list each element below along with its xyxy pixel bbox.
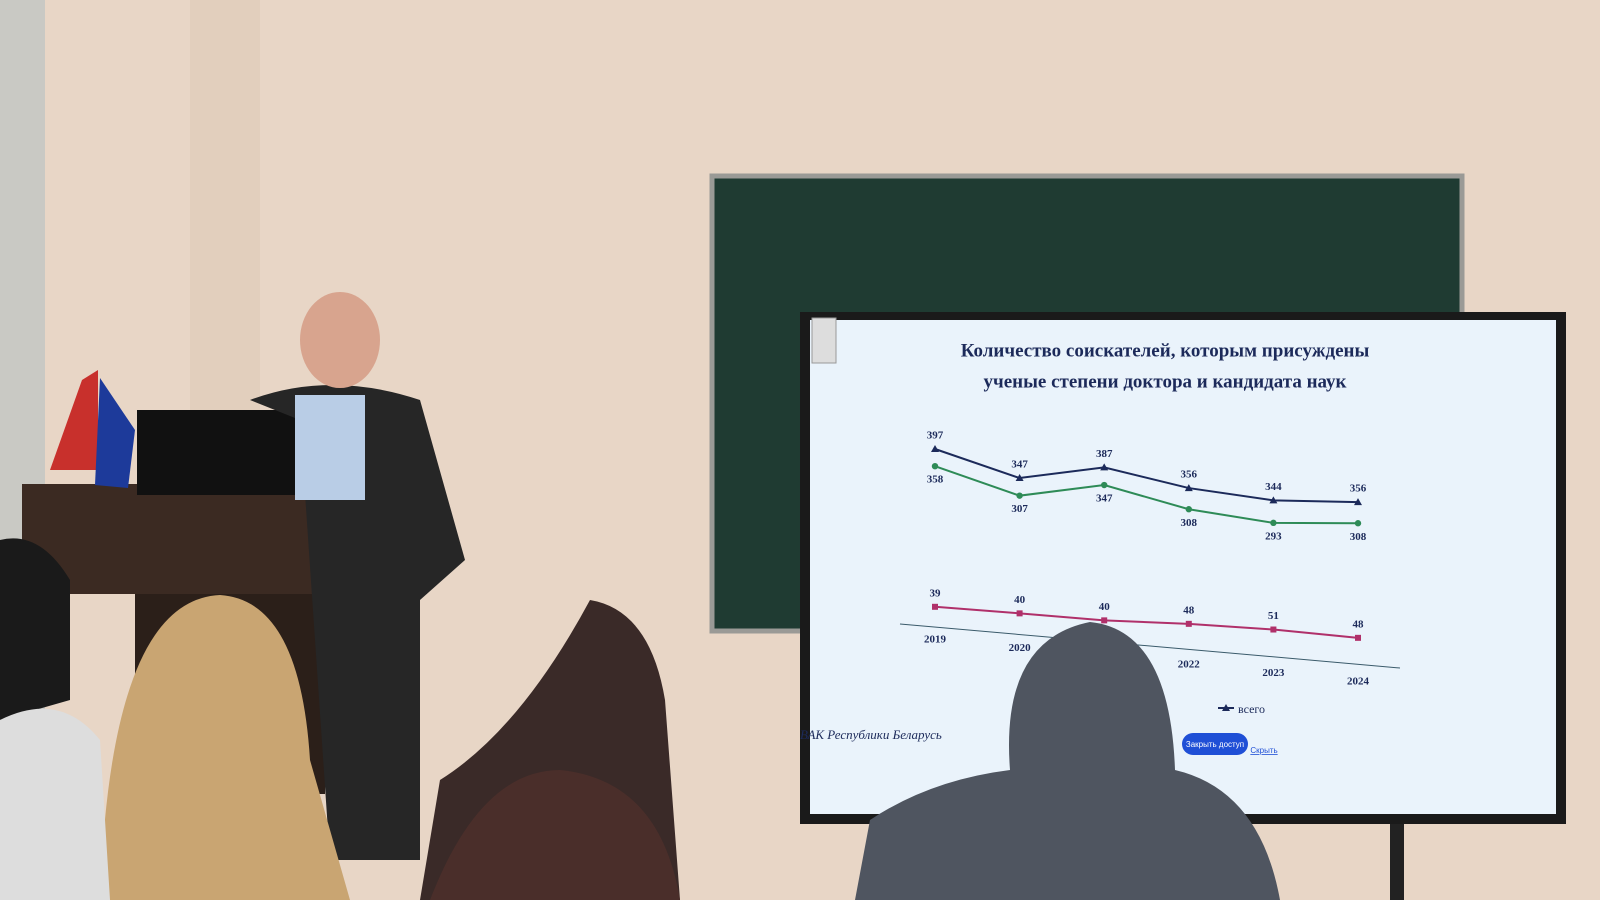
audience bbox=[0, 708, 110, 900]
speaker-head bbox=[300, 292, 380, 388]
hide-link[interactable]: Скрыть bbox=[1250, 746, 1277, 755]
marker bbox=[1269, 496, 1278, 504]
flag bbox=[95, 378, 135, 488]
marker bbox=[1270, 626, 1277, 633]
marker bbox=[1355, 634, 1361, 641]
marker bbox=[1270, 519, 1277, 527]
data-label: 347 bbox=[1096, 493, 1113, 505]
footer: ВАК Республики Беларусь bbox=[800, 727, 942, 742]
marker bbox=[1185, 620, 1192, 627]
data-label: 48 bbox=[1353, 618, 1365, 630]
x-tick-label: 2020 bbox=[1009, 642, 1032, 654]
marker bbox=[1101, 481, 1108, 489]
data-label: 308 bbox=[1350, 531, 1367, 543]
speaker-body bbox=[250, 385, 465, 860]
stand-leg bbox=[1390, 800, 1404, 900]
audience bbox=[430, 770, 680, 900]
x-tick-label: 2024 bbox=[1347, 676, 1370, 688]
marker bbox=[932, 603, 938, 610]
x-tick-label: 2023 bbox=[1262, 667, 1285, 679]
audience bbox=[100, 595, 350, 900]
data-label: 356 bbox=[1181, 469, 1198, 481]
marker bbox=[931, 445, 939, 452]
laptop bbox=[137, 410, 299, 495]
marker bbox=[1184, 484, 1193, 492]
close-access-button[interactable] bbox=[1182, 733, 1248, 755]
close-access-label[interactable]: Закрыть доступ bbox=[1186, 740, 1244, 749]
data-label: 356 bbox=[1350, 483, 1367, 495]
data-label: 51 bbox=[1268, 610, 1279, 622]
marker bbox=[1100, 463, 1109, 471]
data-label: 39 bbox=[930, 587, 942, 599]
x-tick-label: 2022 bbox=[1178, 659, 1201, 671]
chart-title: Количество соискателей, которым присужде… bbox=[961, 340, 1370, 361]
data-label: 387 bbox=[1096, 448, 1113, 460]
data-label: 293 bbox=[1265, 530, 1282, 542]
marker bbox=[1101, 617, 1108, 624]
screen bbox=[810, 320, 1556, 814]
chart: Количество соискателей, которым присужде… bbox=[899, 340, 1401, 711]
x-tick-label: 2019 bbox=[924, 634, 947, 646]
baseline bbox=[899, 623, 1401, 669]
line bbox=[934, 605, 1359, 639]
data-label: 40 bbox=[1014, 594, 1026, 606]
marker bbox=[1016, 610, 1023, 617]
audience bbox=[0, 538, 70, 720]
data-label: 397 bbox=[927, 430, 944, 442]
marker bbox=[1354, 498, 1362, 506]
icon bbox=[811, 317, 837, 364]
marker bbox=[1016, 492, 1023, 499]
flag bbox=[50, 370, 98, 470]
line bbox=[934, 465, 1359, 525]
data-label: 358 bbox=[927, 474, 944, 486]
marker bbox=[1354, 520, 1362, 527]
chart-title: ученые степени доктора и кандидата наук bbox=[983, 371, 1346, 392]
data-label: 308 bbox=[1181, 517, 1198, 529]
data-label: 40 bbox=[1099, 601, 1111, 613]
shirt bbox=[295, 395, 365, 500]
data-label: 307 bbox=[1011, 503, 1028, 515]
data-label: 48 bbox=[1183, 604, 1195, 616]
audience bbox=[855, 622, 1280, 900]
marker bbox=[931, 462, 939, 470]
marker bbox=[1015, 474, 1024, 482]
line bbox=[934, 448, 1359, 504]
data-label: 347 bbox=[1011, 459, 1028, 471]
data-label: 344 bbox=[1265, 481, 1282, 493]
marker bbox=[1185, 506, 1193, 513]
legend-label: всего bbox=[1238, 702, 1265, 716]
